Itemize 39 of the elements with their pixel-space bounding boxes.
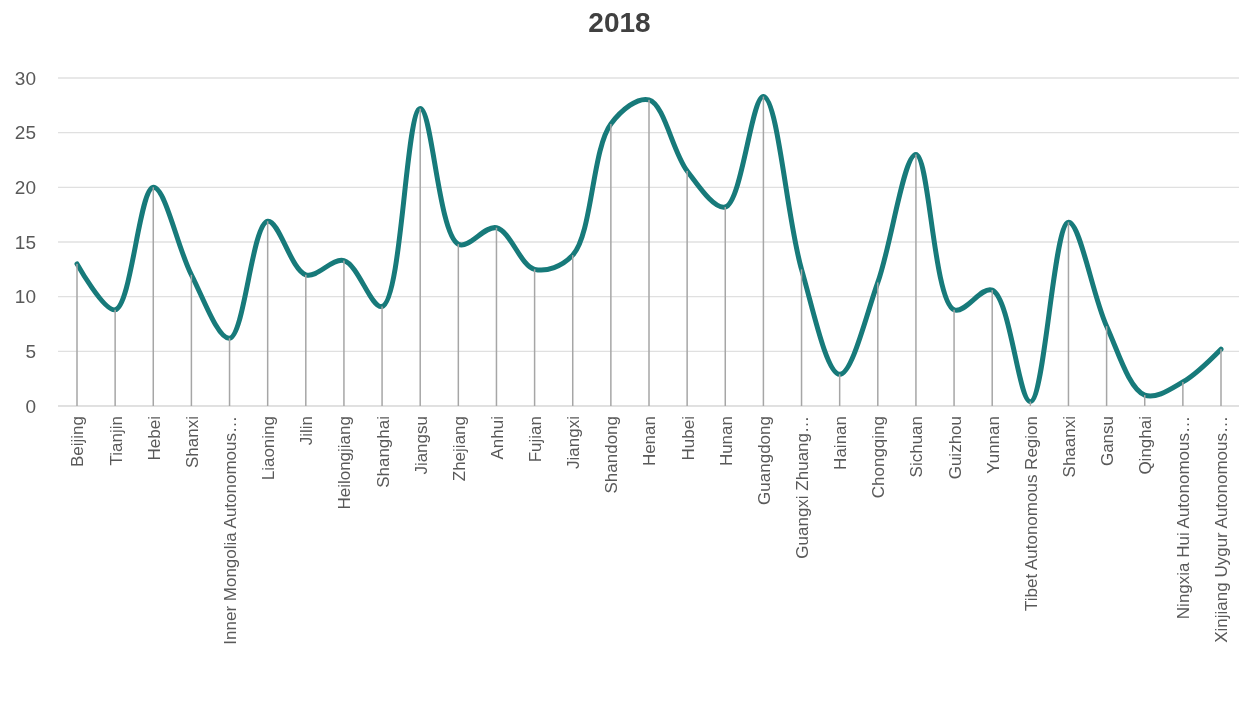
x-tick-label: Inner Mongolia Autonomous… [220, 416, 240, 645]
x-tick-label: Heilongjiang [335, 416, 355, 510]
x-tick-label: Jilin [297, 416, 317, 446]
y-tick-label: 10 [14, 286, 36, 308]
chart-title: 2018 [588, 7, 651, 38]
y-tick-label: 5 [25, 340, 36, 362]
y-tick-label: 20 [14, 176, 36, 198]
x-tick-label: Tianjin [106, 416, 126, 466]
x-tick-label: Jiangxi [564, 416, 584, 469]
x-tick-label: Hubei [678, 416, 698, 461]
x-tick-label: Sichuan [907, 416, 927, 478]
x-tick-label: Shanxi [182, 416, 202, 468]
y-tick-label: 15 [14, 231, 36, 253]
x-tick-label: Anhui [487, 416, 507, 460]
x-tick-label: Shandong [602, 416, 622, 494]
y-tick-label: 25 [14, 122, 36, 144]
x-tick-label: Shanghai [373, 416, 393, 488]
x-tick-label: Qinghai [1136, 416, 1156, 475]
x-tick-label: Xinjiang Uygur Autonomous… [1212, 416, 1232, 643]
x-tick-label: Chongqing [869, 416, 889, 499]
x-tick-label: Guizhou [945, 416, 965, 480]
y-tick-label: 30 [14, 67, 36, 89]
x-tick-label: Shaanxi [1059, 416, 1079, 478]
x-tick-label: Henan [640, 416, 660, 467]
x-tick-label: Tibet Autonomous Region [1021, 416, 1041, 611]
x-tick-label: Jiangsu [411, 416, 431, 475]
x-tick-label: Hainan [831, 416, 851, 470]
x-tick-label: Guangdong [754, 416, 774, 505]
x-tick-label: Gansu [1098, 416, 1118, 467]
x-tick-label: Fujian [526, 416, 546, 463]
x-tick-label: Guangxi Zhuang… [792, 416, 812, 559]
y-tick-label: 0 [25, 395, 36, 417]
x-tick-label: Liaoning [259, 416, 279, 481]
x-tick-label: Zhejiang [449, 416, 469, 482]
x-tick-label: Yunnan [983, 416, 1003, 474]
x-tick-label: Hebei [144, 416, 164, 461]
x-tick-label: Beijing [68, 416, 88, 468]
x-tick-label: Hunan [716, 416, 736, 467]
x-tick-label: Ningxia Hui Autonomous… [1174, 416, 1194, 620]
